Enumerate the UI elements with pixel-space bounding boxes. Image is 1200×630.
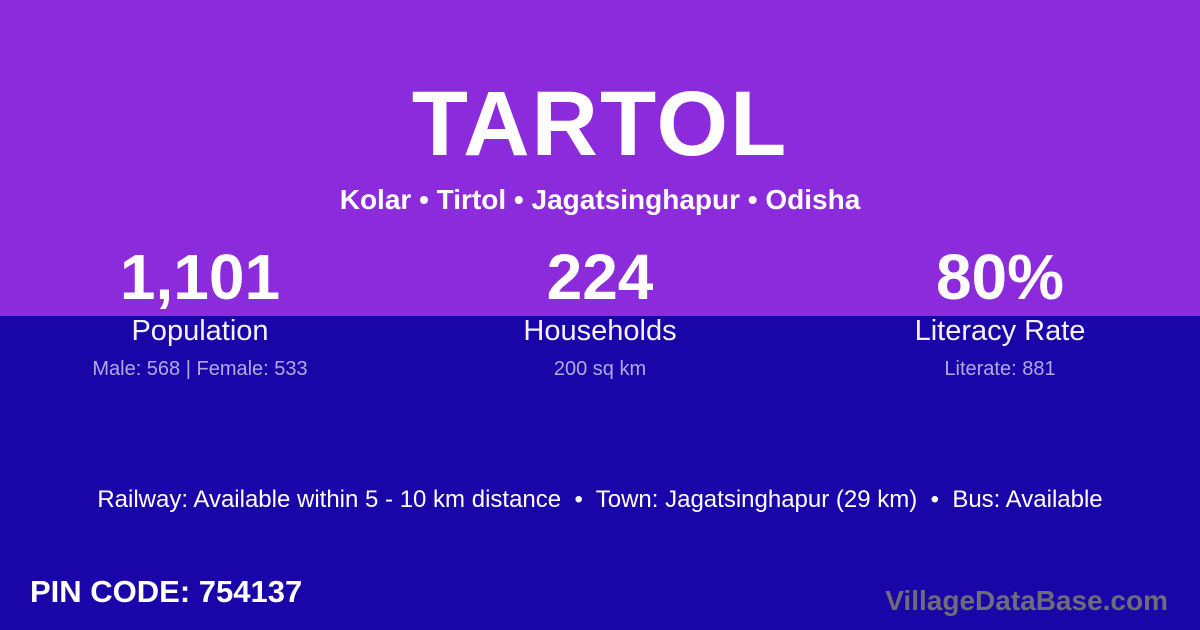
literacy-detail: Literate: 881 — [944, 358, 1056, 380]
households-detail: 200 sq km — [553, 358, 647, 380]
literacy-value: 80% — [935, 241, 1065, 313]
village-name-title: TARTOL — [411, 73, 789, 175]
stat-literacy-rate: 80% Literacy Rate Literate: 881 — [800, 245, 1200, 381]
pin-code-label: PIN CODE: 754137 — [30, 574, 303, 609]
population-detail: Male: 568 | Female: 533 — [92, 358, 308, 380]
location-breadcrumb: Kolar • Tirtol • Jagatsinghapur • Odisha — [339, 184, 861, 215]
transport-info-line: Railway: Available within 5 - 10 km dist… — [97, 486, 1103, 513]
households-label: Households — [523, 315, 677, 347]
watermark-brand: VillageDataBase.com — [885, 585, 1168, 616]
population-value: 1,101 — [119, 241, 281, 313]
stat-households: 224 Households 200 sq km — [400, 245, 800, 381]
stats-row: 1,101 Population Male: 568 | Female: 533… — [0, 245, 1200, 381]
households-value: 224 — [546, 241, 654, 313]
stat-population: 1,101 Population Male: 568 | Female: 533 — [0, 245, 400, 381]
population-label: Population — [131, 315, 269, 347]
literacy-label: Literacy Rate — [914, 315, 1086, 347]
